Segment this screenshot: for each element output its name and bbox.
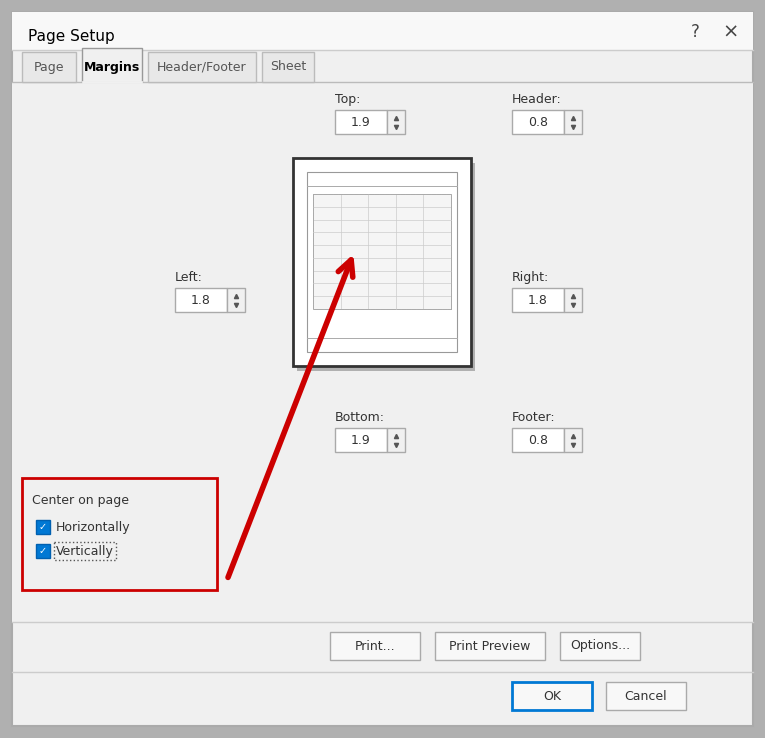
Text: Center on page: Center on page <box>32 494 129 507</box>
Text: Footer:: Footer: <box>512 411 555 424</box>
FancyBboxPatch shape <box>330 632 420 660</box>
FancyBboxPatch shape <box>564 288 582 312</box>
Text: 1.9: 1.9 <box>351 433 371 446</box>
FancyBboxPatch shape <box>36 544 50 558</box>
FancyBboxPatch shape <box>512 288 564 312</box>
FancyBboxPatch shape <box>262 52 314 82</box>
FancyBboxPatch shape <box>564 428 582 452</box>
FancyBboxPatch shape <box>175 288 227 312</box>
FancyBboxPatch shape <box>22 52 76 82</box>
Text: Bottom:: Bottom: <box>335 411 385 424</box>
Text: Options...: Options... <box>570 640 630 652</box>
FancyBboxPatch shape <box>313 194 451 309</box>
Text: Page Setup: Page Setup <box>28 29 115 44</box>
FancyBboxPatch shape <box>512 428 564 452</box>
FancyBboxPatch shape <box>227 288 245 312</box>
Text: Cancel: Cancel <box>625 689 667 703</box>
Text: ×: × <box>723 22 739 41</box>
FancyBboxPatch shape <box>22 478 217 590</box>
FancyBboxPatch shape <box>148 52 256 82</box>
Text: ?: ? <box>691 23 699 41</box>
Text: 1.8: 1.8 <box>528 294 548 306</box>
FancyBboxPatch shape <box>293 158 471 366</box>
FancyBboxPatch shape <box>335 110 387 134</box>
FancyBboxPatch shape <box>387 428 405 452</box>
Text: 0.8: 0.8 <box>528 433 548 446</box>
Text: 1.9: 1.9 <box>351 116 371 128</box>
Text: Sheet: Sheet <box>270 61 306 74</box>
Text: Vertically: Vertically <box>56 545 114 557</box>
FancyBboxPatch shape <box>82 48 142 82</box>
Text: Top:: Top: <box>335 93 360 106</box>
Text: Margins: Margins <box>84 61 140 74</box>
FancyBboxPatch shape <box>512 682 592 710</box>
FancyBboxPatch shape <box>36 520 50 534</box>
FancyBboxPatch shape <box>564 110 582 134</box>
Text: 0.8: 0.8 <box>528 116 548 128</box>
FancyBboxPatch shape <box>12 82 753 622</box>
Text: Horizontally: Horizontally <box>56 520 131 534</box>
Text: Header:: Header: <box>512 93 562 106</box>
Text: Header/Footer: Header/Footer <box>157 61 247 74</box>
FancyBboxPatch shape <box>387 110 405 134</box>
Text: Print...: Print... <box>355 640 396 652</box>
FancyBboxPatch shape <box>335 428 387 452</box>
FancyBboxPatch shape <box>12 12 753 50</box>
Text: Left:: Left: <box>175 271 203 284</box>
FancyBboxPatch shape <box>12 12 753 726</box>
Text: 1.8: 1.8 <box>191 294 211 306</box>
Text: Print Preview: Print Preview <box>449 640 531 652</box>
Text: Page: Page <box>34 61 64 74</box>
FancyBboxPatch shape <box>606 682 686 710</box>
FancyBboxPatch shape <box>297 163 475 371</box>
FancyBboxPatch shape <box>435 632 545 660</box>
Text: Right:: Right: <box>512 271 549 284</box>
Text: OK: OK <box>543 689 561 703</box>
FancyBboxPatch shape <box>560 632 640 660</box>
Text: ✓: ✓ <box>39 522 47 532</box>
FancyBboxPatch shape <box>512 110 564 134</box>
Text: ✓: ✓ <box>39 546 47 556</box>
